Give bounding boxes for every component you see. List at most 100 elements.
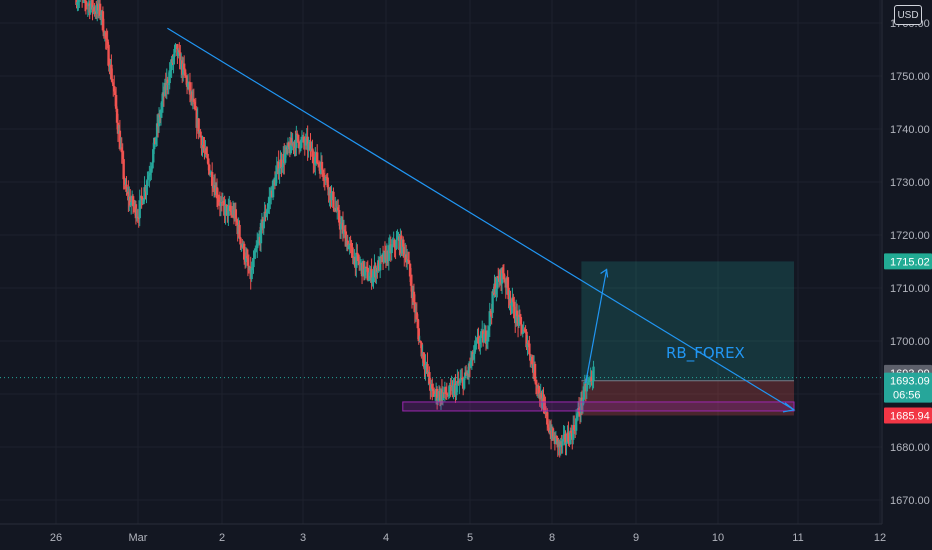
candle — [528, 335, 531, 356]
candle — [562, 425, 565, 442]
candle — [210, 162, 214, 197]
candle — [277, 150, 280, 180]
candle — [151, 161, 154, 172]
x-tick-label: 5 — [467, 532, 473, 544]
candle — [245, 248, 249, 260]
candle — [330, 185, 333, 207]
candle — [415, 302, 419, 321]
y-tick-label: 1670.00 — [890, 495, 930, 507]
candle — [199, 128, 202, 138]
candle — [131, 194, 135, 214]
candle — [271, 179, 275, 201]
stop-price-tag: 1685.94 — [884, 407, 932, 424]
candle — [405, 248, 409, 270]
y-tick-label: 1700.00 — [890, 336, 930, 348]
candle — [81, 0, 83, 8]
currency-button[interactable]: USD — [894, 5, 922, 25]
candle — [526, 335, 529, 356]
candle — [382, 250, 386, 264]
candle — [326, 172, 329, 190]
candle — [588, 376, 591, 389]
long-position-tool[interactable] — [581, 261, 794, 416]
candlestick-series — [75, 0, 595, 458]
candle — [216, 188, 220, 210]
candle — [497, 267, 500, 279]
candle — [405, 244, 408, 268]
candle — [355, 242, 358, 278]
candle — [351, 242, 354, 258]
candle — [569, 427, 572, 445]
candle — [259, 219, 263, 252]
arrowhead — [600, 268, 609, 278]
candle — [77, 0, 80, 11]
candle — [113, 75, 116, 92]
x-tick-label: Mar — [129, 532, 148, 544]
chart-drawings[interactable] — [0, 27, 882, 413]
candle — [123, 176, 126, 190]
support-zone[interactable] — [402, 401, 795, 412]
projection-arrow[interactable] — [585, 269, 608, 384]
x-tick-label: 2 — [219, 532, 225, 544]
candle — [573, 415, 576, 435]
candle — [205, 146, 208, 155]
candle — [297, 140, 301, 155]
candle — [449, 378, 452, 397]
candle — [120, 137, 123, 164]
candle — [238, 220, 241, 240]
candle — [488, 302, 491, 337]
candle — [254, 245, 257, 260]
x-tick-label: 9 — [633, 532, 639, 544]
candle — [337, 204, 341, 226]
candle — [192, 88, 196, 105]
candle — [513, 296, 516, 320]
candle — [424, 354, 427, 381]
target-zone[interactable] — [581, 261, 794, 381]
candle — [110, 54, 113, 82]
candle — [229, 200, 232, 216]
candle — [592, 360, 595, 389]
candle — [250, 261, 253, 282]
candle — [93, 2, 96, 17]
candle — [224, 199, 227, 225]
candle — [477, 327, 480, 350]
candle — [166, 76, 169, 95]
candle — [136, 209, 139, 223]
candle — [186, 73, 190, 90]
candle — [342, 219, 346, 239]
candle — [379, 255, 383, 264]
candle — [118, 119, 122, 151]
candle — [146, 171, 149, 196]
x-tick-label: 12 — [874, 532, 886, 544]
candle — [262, 220, 265, 235]
candle — [487, 326, 491, 342]
candle — [341, 211, 345, 242]
candle — [78, 0, 81, 9]
time-axis[interactable]: 26 Mar 2 3 4 5 8 9 10 11 12 — [0, 523, 886, 544]
candle — [138, 189, 141, 227]
candle — [105, 28, 108, 50]
candle — [307, 136, 310, 158]
trendline[interactable] — [167, 27, 795, 411]
x-tick-label: 4 — [383, 532, 389, 544]
candle — [256, 232, 259, 259]
x-tick-label: 8 — [549, 532, 555, 544]
candle — [229, 202, 233, 218]
candle — [544, 396, 547, 419]
candle — [309, 133, 312, 160]
x-tick-label: 26 — [50, 532, 62, 544]
watermark-text: RB_FOREX — [666, 344, 745, 363]
stop-zone[interactable] — [581, 380, 794, 416]
candle — [509, 290, 512, 315]
candle — [357, 254, 361, 271]
candle — [339, 215, 343, 240]
candle — [190, 82, 194, 106]
candle — [590, 370, 593, 386]
candle — [314, 147, 317, 176]
candle — [168, 62, 171, 90]
candle — [407, 251, 411, 264]
candle — [315, 144, 319, 165]
candle — [507, 277, 510, 309]
candle — [148, 165, 151, 188]
